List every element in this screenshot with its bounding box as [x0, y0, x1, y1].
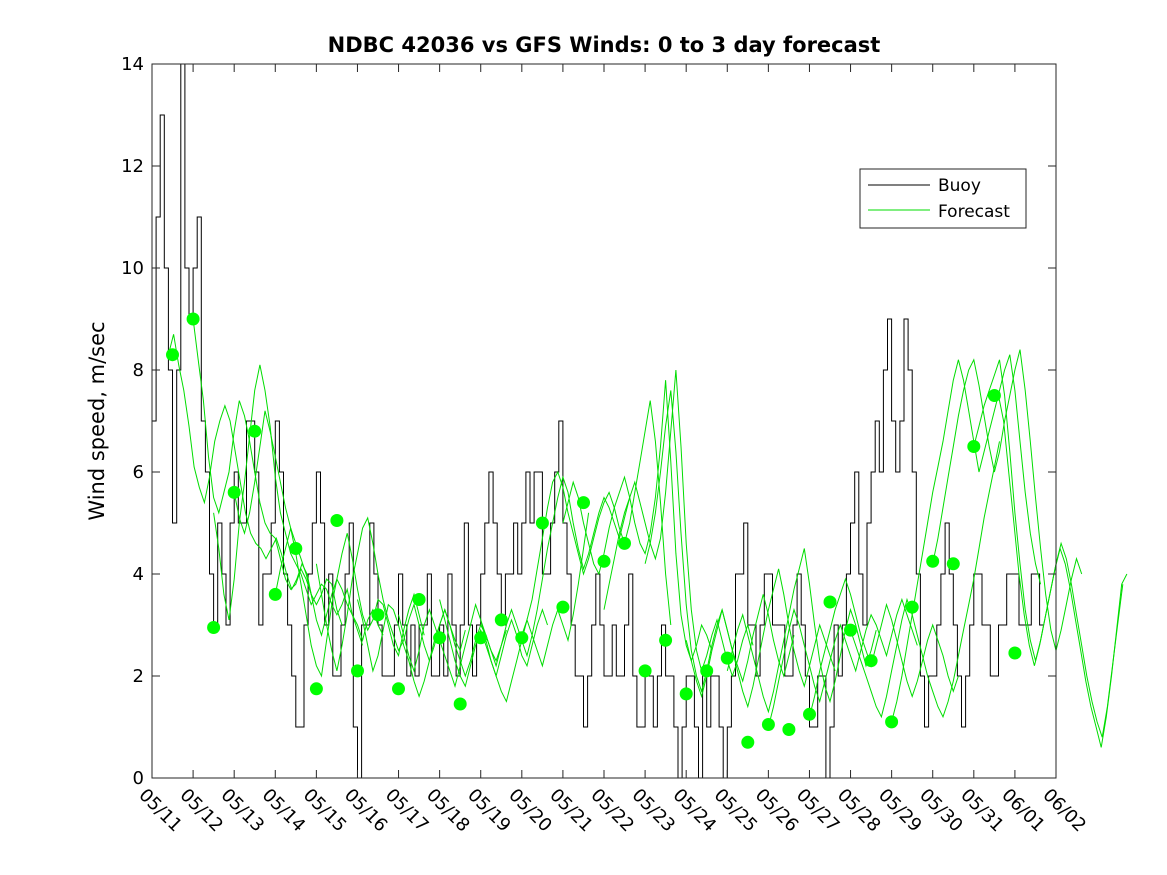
forecast-series-layer [167, 318, 1128, 748]
forecast-dot [433, 631, 447, 645]
y-tick-label: 8 [133, 360, 144, 381]
forecast-dot [227, 485, 241, 499]
forecast-dot [166, 348, 179, 362]
y-tick-label: 12 [121, 156, 144, 177]
forecast-line [998, 395, 1128, 748]
forecast-line [562, 380, 713, 663]
forecast-line [932, 349, 1083, 651]
y-tick-label: 0 [133, 768, 144, 789]
forecast-line [644, 390, 795, 694]
forecast-dot [535, 516, 549, 530]
forecast-dot [741, 735, 755, 749]
forecast-dot [474, 631, 488, 645]
forecast-dot [905, 600, 919, 614]
forecast-dot [967, 440, 981, 453]
forecast-dot [351, 664, 364, 678]
y-tick-label: 14 [121, 54, 144, 75]
forecast-dot [556, 600, 570, 614]
forecast-dot [392, 682, 405, 696]
forecast-line [274, 527, 425, 678]
forecast-dot [946, 557, 960, 571]
forecast-dot [679, 687, 693, 701]
forecast-dot [494, 613, 508, 627]
forecast-dot [515, 631, 529, 645]
forecast-dot [885, 715, 899, 729]
forecast-dot [268, 587, 282, 601]
forecast-dot [638, 664, 652, 678]
forecast-dot [823, 595, 837, 609]
forecast-dot [186, 312, 200, 326]
forecast-dot [720, 651, 734, 665]
chart-title: NDBC 42036 vs GFS Winds: 0 to 3 day fore… [328, 33, 881, 57]
forecast-dot [453, 697, 467, 711]
forecast-dot [577, 496, 590, 510]
forecast-dot [412, 593, 426, 606]
forecast-dot [987, 389, 1001, 402]
forecast-line [521, 400, 672, 636]
y-axis-label: Wind speed, m/sec [85, 321, 109, 520]
forecast-line [809, 577, 959, 717]
legend-forecast-label: Forecast [938, 202, 1010, 222]
forecast-line [398, 602, 548, 688]
y-axis: 0 2 4 6 8 10 12 14 [121, 54, 1056, 789]
forecast-line [480, 475, 631, 668]
forecast-dot [248, 424, 262, 438]
forecast-dot [289, 542, 303, 555]
forecast-dot [1008, 646, 1022, 660]
forecast-dot [864, 654, 878, 668]
forecast-line [439, 512, 590, 703]
y-tick-label: 2 [133, 666, 144, 687]
forecast-line [726, 548, 877, 714]
forecast-dot [618, 536, 631, 550]
y-tick-label: 10 [121, 258, 144, 279]
legend-buoy-label: Buoy [938, 176, 981, 196]
forecast-dot [309, 682, 323, 696]
forecast-dot [371, 608, 385, 622]
forecast-line [167, 334, 313, 600]
legend-box [859, 168, 1027, 229]
forecast-dot-layer [166, 312, 1022, 749]
forecast-line [357, 599, 507, 698]
forecast-line [685, 568, 836, 709]
forecast-dot [597, 554, 611, 568]
forecast-dot [926, 554, 940, 568]
y-tick-label: 4 [133, 564, 144, 585]
y-tick-label: 6 [133, 462, 144, 483]
forecast-dot [803, 707, 816, 721]
forecast-line [213, 364, 364, 646]
forecast-line [767, 597, 918, 728]
forecast-line [891, 354, 1042, 723]
forecast-dot [659, 633, 673, 647]
forecast-dot [700, 664, 714, 678]
forecast-dot [330, 514, 344, 527]
forecast-dot [761, 718, 775, 731]
forecast-dot [844, 623, 857, 637]
forecast-line [192, 318, 343, 626]
forecast-dot [782, 723, 796, 736]
buoy-line [152, 63, 1044, 779]
forecast-dot [207, 621, 221, 634]
forecast-line [233, 410, 384, 643]
forecast-line [850, 441, 1000, 719]
buoy-series-layer [152, 63, 1044, 779]
legend: Buoy Forecast [859, 168, 1027, 229]
